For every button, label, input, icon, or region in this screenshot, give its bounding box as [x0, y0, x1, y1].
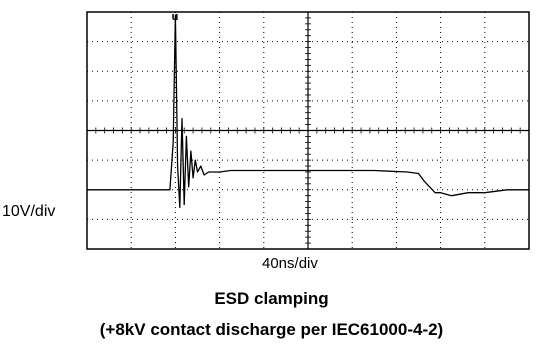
chart-subtitle: (+8kV contact discharge per IEC61000-4-2…: [99, 320, 444, 339]
trace-group: [87, 14, 529, 209]
x-axis-label: 40ns/div: [262, 255, 318, 272]
grid: [86, 11, 529, 249]
trigger-marker: u: [172, 11, 179, 23]
y-axis-label: 10V/div: [2, 203, 56, 220]
chart-title: ESD clamping: [214, 289, 329, 308]
series-trace-line: [87, 14, 529, 209]
